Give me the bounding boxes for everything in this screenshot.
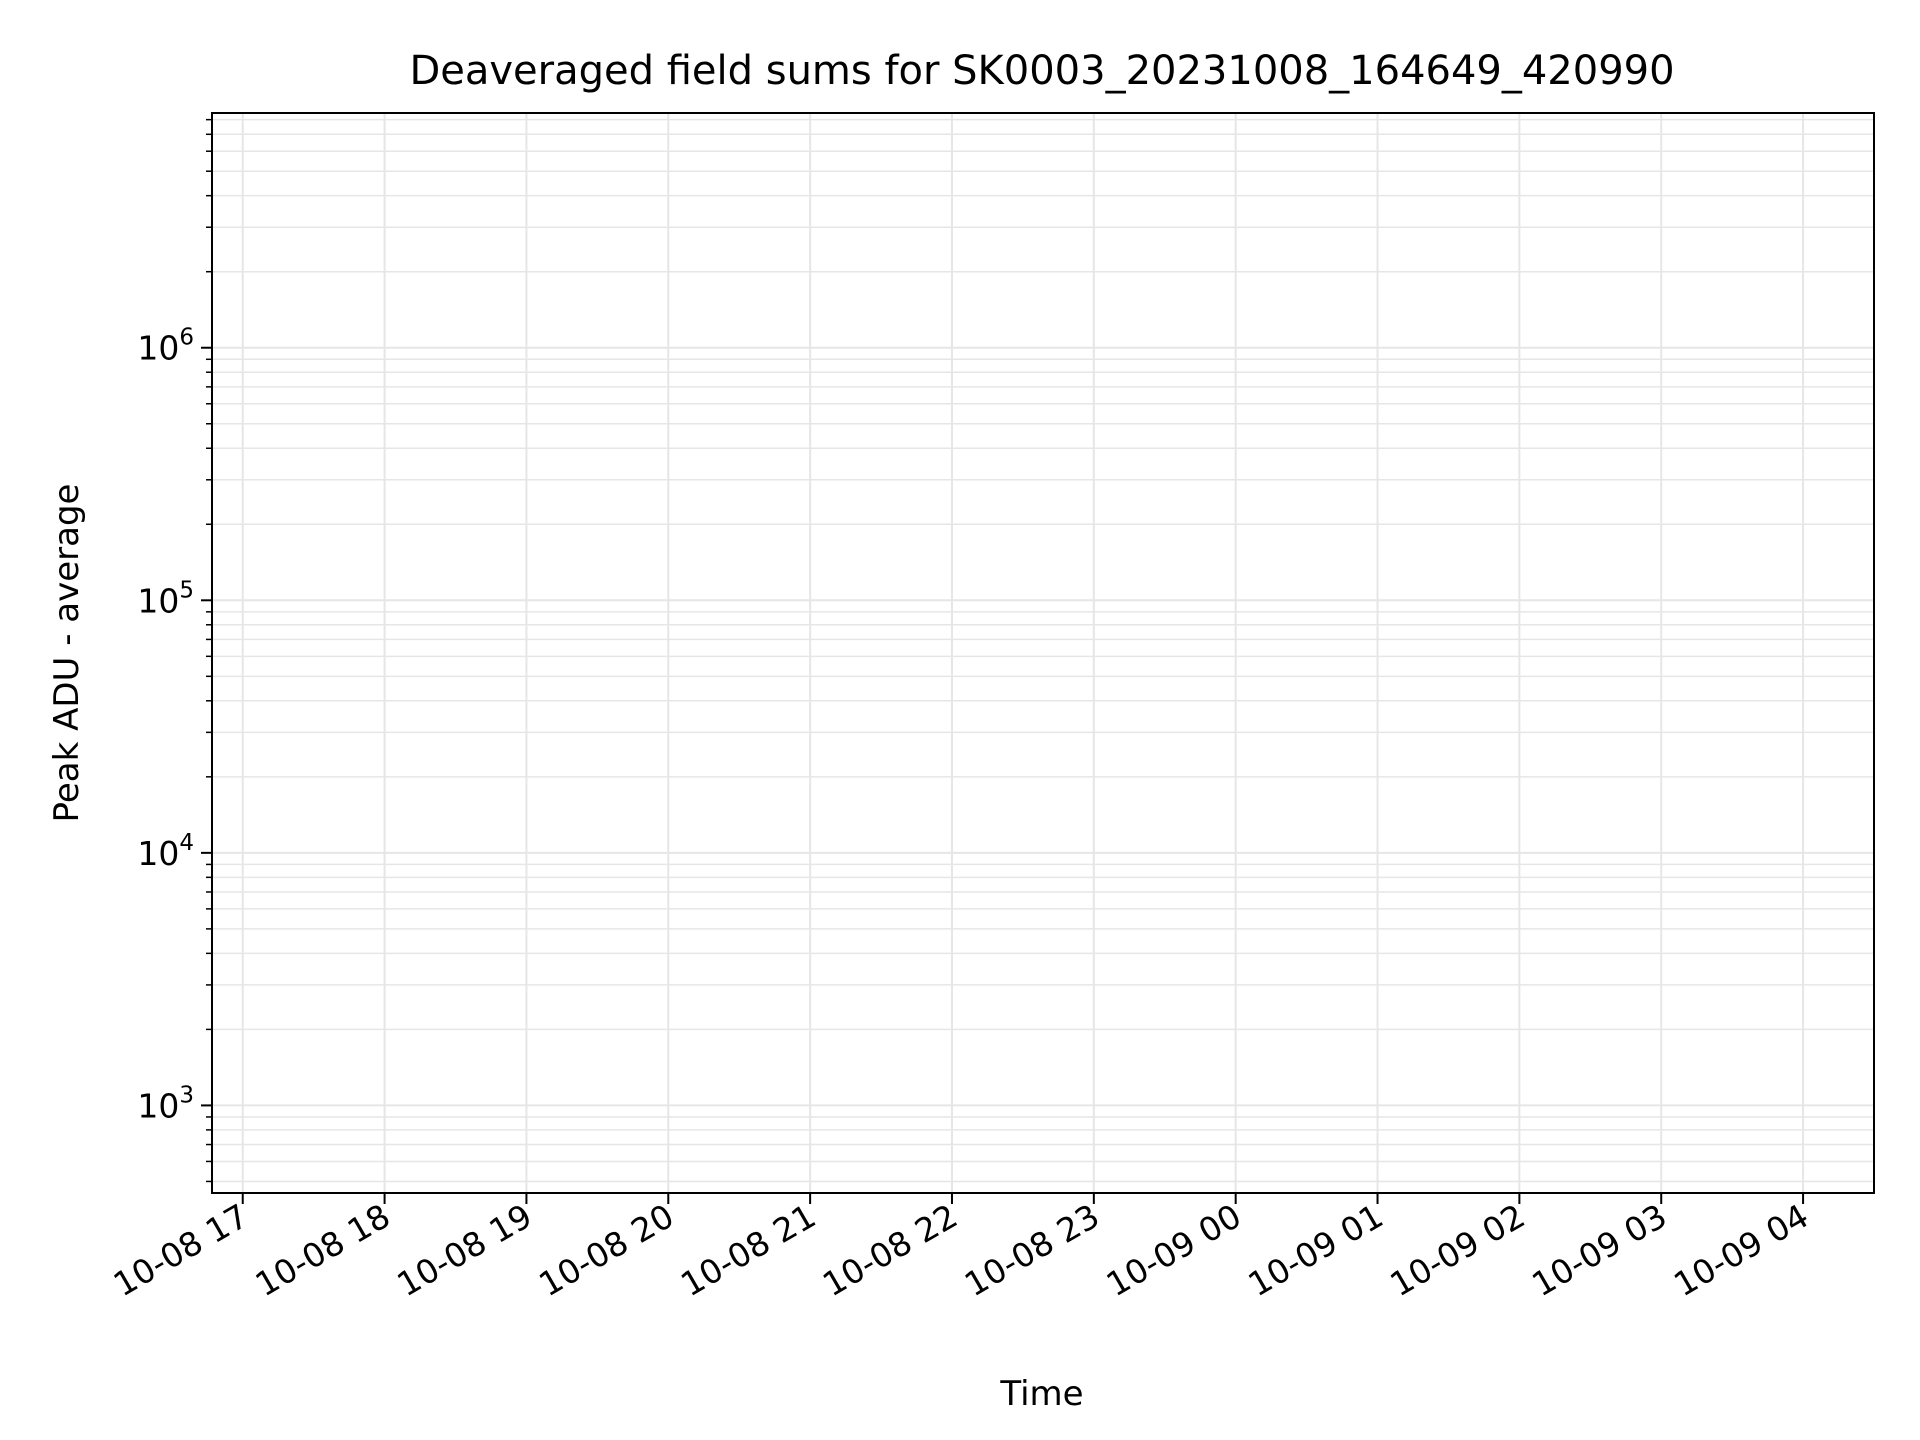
- chart-title: Deaveraged field sums for SK0003_2023100…: [409, 48, 1674, 94]
- y-axis-label: Peak ADU - average: [47, 484, 87, 823]
- plot-frame: [211, 112, 1875, 1194]
- y-axis: 103 104 105 106: [137, 118, 212, 1183]
- x-axis-label: Time: [999, 1374, 1083, 1414]
- grid: [212, 113, 1874, 1193]
- y-tick-label: 104: [137, 830, 194, 873]
- y-tick-label: 106: [137, 325, 194, 368]
- y-tick-label: 105: [137, 577, 194, 620]
- y-tick-label: 103: [137, 1082, 194, 1125]
